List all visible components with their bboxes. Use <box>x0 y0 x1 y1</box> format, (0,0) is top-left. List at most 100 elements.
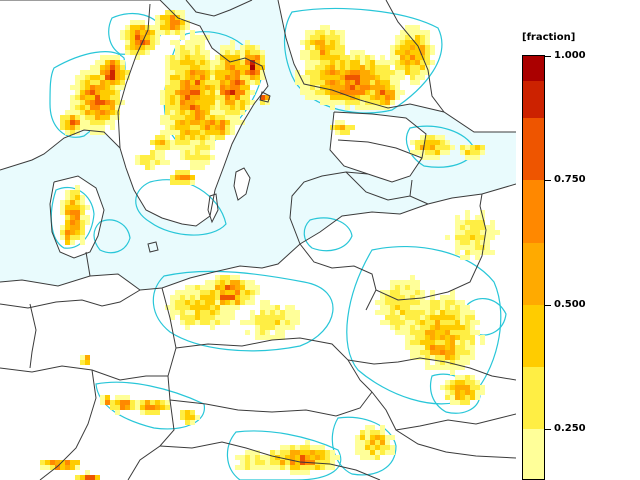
fraction-cell <box>220 75 225 80</box>
fraction-cell <box>70 95 75 100</box>
fraction-cell <box>430 350 435 355</box>
fraction-cell <box>305 470 310 475</box>
fraction-cell <box>210 110 215 115</box>
fraction-cell <box>350 50 355 55</box>
fraction-cell <box>120 30 125 35</box>
fraction-cell <box>220 295 225 300</box>
fraction-cell <box>400 35 405 40</box>
fraction-cell <box>185 75 190 80</box>
fraction-cell <box>360 100 365 105</box>
fraction-cell <box>410 300 415 305</box>
fraction-cell <box>225 120 230 125</box>
fraction-cell <box>270 450 275 455</box>
fraction-cell <box>455 250 460 255</box>
fraction-cell <box>225 130 230 135</box>
fraction-cell <box>335 50 340 55</box>
fraction-cell <box>460 325 465 330</box>
fraction-cell <box>250 80 255 85</box>
fraction-cell <box>385 70 390 75</box>
fraction-cell <box>385 290 390 295</box>
fraction-cell <box>130 20 135 25</box>
fraction-cell <box>95 65 100 70</box>
fraction-cell <box>180 140 185 145</box>
fraction-cell <box>175 120 180 125</box>
fraction-cell <box>380 450 385 455</box>
fraction-cell <box>90 65 95 70</box>
fraction-cell <box>285 465 290 470</box>
fraction-cell <box>285 320 290 325</box>
fraction-cell <box>275 330 280 335</box>
fraction-cell <box>420 65 425 70</box>
fraction-cell <box>435 350 440 355</box>
fraction-cell <box>185 180 190 185</box>
fraction-cell <box>305 90 310 95</box>
fraction-cell <box>415 75 420 80</box>
fraction-cell <box>90 125 95 130</box>
fraction-cell <box>185 145 190 150</box>
fraction-cell <box>230 285 235 290</box>
fraction-cell <box>260 300 265 305</box>
fraction-cell <box>200 310 205 315</box>
fraction-cell <box>110 60 115 65</box>
fraction-cell <box>220 85 225 90</box>
fraction-cell <box>180 25 185 30</box>
fraction-cell <box>430 45 435 50</box>
fraction-cell <box>310 95 315 100</box>
fraction-cell <box>425 35 430 40</box>
fraction-cell <box>490 225 495 230</box>
fraction-cell <box>425 315 430 320</box>
fraction-cell <box>410 320 415 325</box>
fraction-cell <box>175 90 180 95</box>
fraction-cell <box>410 325 415 330</box>
fraction-cell <box>155 30 160 35</box>
fraction-cell <box>60 200 65 205</box>
fraction-cell <box>245 95 250 100</box>
fraction-cell <box>115 115 120 120</box>
fraction-cell <box>385 300 390 305</box>
fraction-cell <box>390 45 395 50</box>
fraction-cell <box>100 70 105 75</box>
fraction-cell <box>60 225 65 230</box>
fraction-cell <box>410 50 415 55</box>
fraction-cell <box>200 60 205 65</box>
fraction-cell <box>345 90 350 95</box>
fraction-cell <box>410 140 415 145</box>
fraction-cell <box>190 180 195 185</box>
fraction-cell <box>475 225 480 230</box>
fraction-cell <box>380 435 385 440</box>
fraction-cell <box>220 95 225 100</box>
fraction-cell <box>385 60 390 65</box>
fraction-cell <box>175 305 180 310</box>
fraction-cell <box>220 120 225 125</box>
fraction-cell <box>245 75 250 80</box>
fraction-cell <box>165 10 170 15</box>
fraction-cell <box>175 310 180 315</box>
fraction-map[interactable] <box>0 0 516 480</box>
fraction-cell <box>215 275 220 280</box>
fraction-cell <box>445 295 450 300</box>
fraction-cell <box>240 290 245 295</box>
fraction-cell <box>190 65 195 70</box>
fraction-cell <box>245 290 250 295</box>
fraction-cell <box>425 365 430 370</box>
fraction-cell <box>415 315 420 320</box>
fraction-cell <box>440 315 445 320</box>
fraction-cell <box>165 75 170 80</box>
fraction-cell <box>425 30 430 35</box>
fraction-cell <box>280 335 285 340</box>
fraction-cell <box>360 455 365 460</box>
fraction-cell <box>415 30 420 35</box>
fraction-cell <box>245 45 250 50</box>
fraction-cell <box>400 295 405 300</box>
fraction-cell <box>430 335 435 340</box>
fraction-cell <box>315 55 320 60</box>
fraction-cell <box>445 380 450 385</box>
fraction-cell <box>370 75 375 80</box>
fraction-cell <box>390 85 395 90</box>
fraction-cell <box>350 60 355 65</box>
fraction-cell <box>190 100 195 105</box>
fraction-cell <box>465 240 470 245</box>
fraction-cell <box>295 315 300 320</box>
fraction-cell <box>205 300 210 305</box>
fraction-cell <box>200 320 205 325</box>
